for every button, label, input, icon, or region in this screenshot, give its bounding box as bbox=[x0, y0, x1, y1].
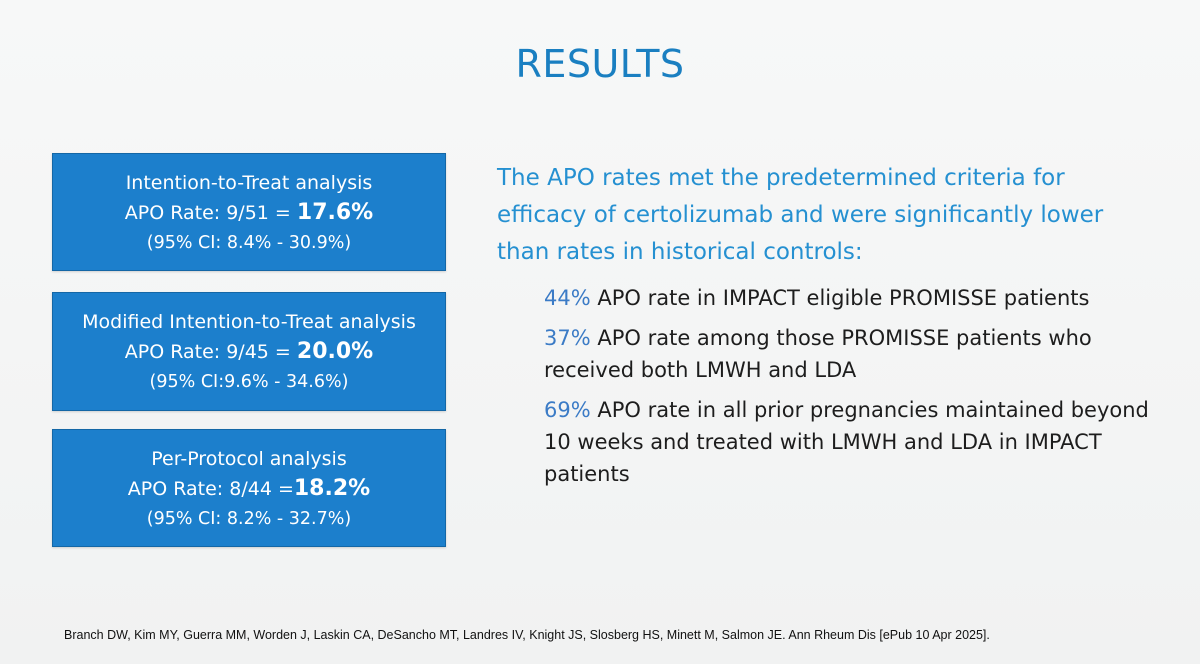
result-point: 37% APO rate among those PROMISSE patien… bbox=[544, 322, 1164, 386]
rate-prefix: APO Rate: 8/44 = bbox=[127, 478, 294, 500]
analysis-ci: (95% CI: 8.2% - 32.7%) bbox=[146, 509, 352, 529]
analysis-name: Per-Protocol analysis bbox=[151, 448, 347, 470]
slide-title: RESULTS bbox=[515, 42, 685, 86]
rate-prefix: APO Rate: 9/51 = bbox=[124, 202, 297, 224]
point-percent: 69% bbox=[544, 398, 591, 422]
analysis-name: Modified Intention-to-Treat analysis bbox=[82, 311, 416, 333]
analysis-ci: (95% CI:9.6% - 34.6%) bbox=[149, 372, 349, 392]
point-text: APO rate in all prior pregnancies mainta… bbox=[544, 398, 1149, 486]
point-percent: 37% bbox=[544, 326, 591, 350]
rate-value: 18.2% bbox=[293, 476, 371, 501]
result-point: 44% APO rate in IMPACT eligible PROMISSE… bbox=[544, 282, 1164, 314]
point-text: APO rate among those PROMISSE patients w… bbox=[544, 326, 1092, 382]
analysis-rate: APO Rate: 8/44 =18.2% bbox=[53, 474, 445, 504]
citation: Branch DW, Kim MY, Guerra MM, Worden J, … bbox=[64, 628, 990, 642]
analysis-rate: APO Rate: 9/51 = 17.6% bbox=[53, 198, 445, 228]
headline-text: The APO rates met the predetermined crit… bbox=[497, 165, 1104, 265]
analysis-ci: (95% CI: 8.4% - 30.9%) bbox=[146, 233, 352, 253]
point-text: APO rate in IMPACT eligible PROMISSE pat… bbox=[590, 286, 1090, 310]
result-point: 69% APO rate in all prior pregnancies ma… bbox=[544, 394, 1164, 490]
results-points: 44% APO rate in IMPACT eligible PROMISSE… bbox=[544, 282, 1164, 498]
point-percent: 44% bbox=[544, 286, 591, 310]
itt-analysis-box: Intention-to-Treat analysis APO Rate: 9/… bbox=[52, 153, 446, 271]
analysis-name: Intention-to-Treat analysis bbox=[125, 172, 373, 194]
mitt-analysis-box: Modified Intention-to-Treat analysis APO… bbox=[52, 292, 446, 411]
analysis-rate: APO Rate: 9/45 = 20.0% bbox=[53, 337, 445, 367]
rate-value: 20.0% bbox=[296, 339, 374, 364]
per-protocol-analysis-box: Per-Protocol analysis APO Rate: 8/44 =18… bbox=[52, 429, 446, 547]
rate-value: 17.6% bbox=[296, 200, 374, 225]
rate-prefix: APO Rate: 9/45 = bbox=[124, 341, 297, 363]
